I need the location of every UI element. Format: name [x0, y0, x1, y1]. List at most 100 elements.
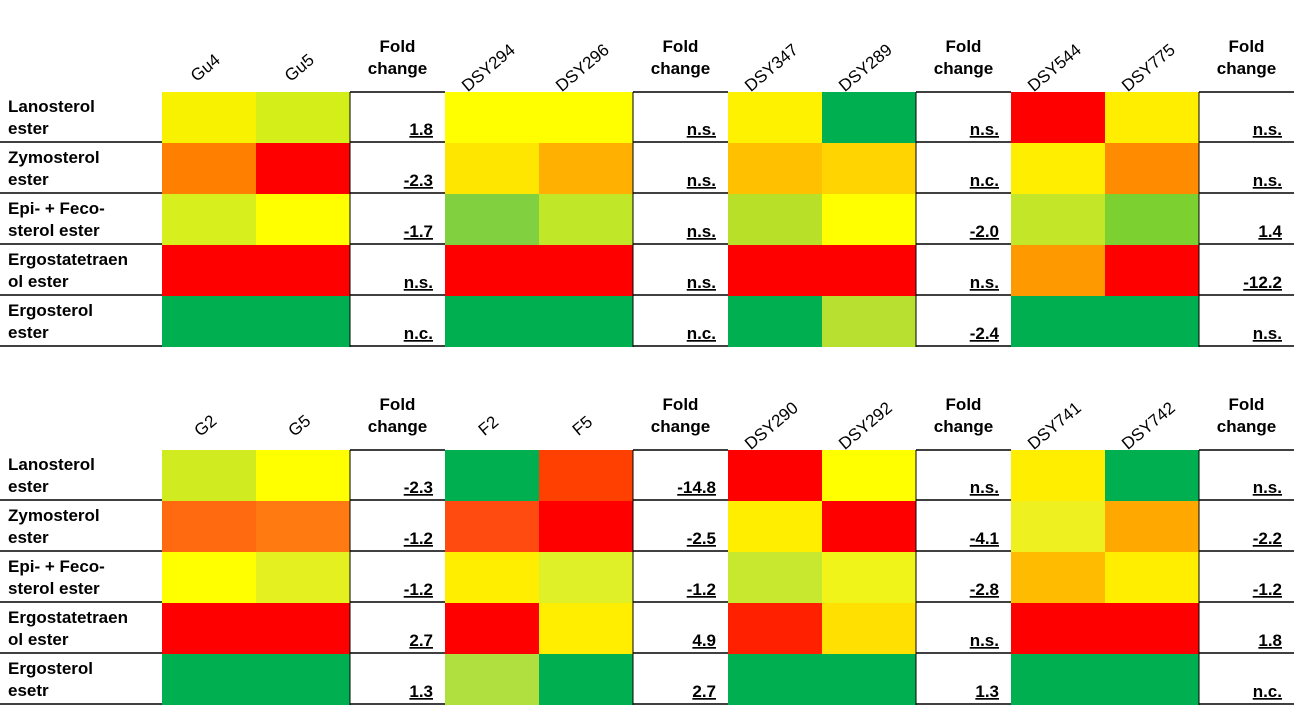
heat-cell: [539, 450, 633, 501]
fold-value: n.s.: [1253, 478, 1282, 497]
heat-cell: [256, 603, 350, 654]
row-label: ester: [8, 170, 49, 189]
fold-value: 2.7: [692, 682, 716, 701]
heat-cell: [1011, 245, 1105, 296]
strain-label: DSY294: [458, 40, 519, 95]
heat-cell: [1011, 92, 1105, 143]
fold-value: 4.9: [692, 631, 716, 650]
heat-cell: [1011, 143, 1105, 194]
strain-label: DSY741: [1024, 398, 1085, 453]
fold-header: Fold: [380, 395, 416, 414]
heat-cell: [445, 552, 539, 603]
heat-cell: [445, 143, 539, 194]
fold-header: Fold: [380, 37, 416, 56]
heat-cell: [256, 194, 350, 245]
row-label: Zymosterol: [8, 506, 100, 525]
heat-cell: [1105, 450, 1199, 501]
heat-cell: [256, 654, 350, 705]
strain-label: G5: [285, 411, 315, 440]
heat-cell: [256, 143, 350, 194]
strain-label: DSY296: [552, 40, 613, 95]
fold-value: n.s.: [687, 273, 716, 292]
fold-value: -2.5: [687, 529, 716, 548]
heat-cell: [822, 194, 916, 245]
strain-label: F2: [475, 412, 502, 439]
row-label: ol ester: [8, 630, 69, 649]
row-label: sterol ester: [8, 579, 100, 598]
heat-cell: [162, 194, 256, 245]
fold-header: Fold: [663, 37, 699, 56]
heat-cell: [822, 450, 916, 501]
heat-cell: [256, 501, 350, 552]
strain-label: DSY544: [1024, 40, 1085, 95]
heat-cell: [445, 296, 539, 347]
fold-value: -1.7: [404, 222, 433, 241]
fold-header: change: [934, 417, 994, 436]
heat-cell: [728, 296, 822, 347]
fold-value: n.s.: [1253, 324, 1282, 343]
heat-cell: [728, 501, 822, 552]
fold-value: n.s.: [970, 478, 999, 497]
fold-value: 1.3: [409, 682, 433, 701]
fold-header: Fold: [663, 395, 699, 414]
heat-cell: [539, 143, 633, 194]
heat-cell: [1105, 194, 1199, 245]
heat-cell: [1105, 603, 1199, 654]
heat-cell: [822, 654, 916, 705]
fold-value: -2.4: [970, 324, 1000, 343]
heat-cell: [728, 194, 822, 245]
fold-value: n.c.: [404, 324, 433, 343]
heat-cell: [539, 92, 633, 143]
row-label: Ergosterol: [8, 659, 93, 678]
strain-label: DSY775: [1118, 40, 1179, 95]
heat-cell: [1105, 143, 1199, 194]
heat-cell: [539, 296, 633, 347]
fold-value: -14.8: [677, 478, 716, 497]
fold-header: change: [368, 59, 428, 78]
fold-value: 1.8: [1258, 631, 1282, 650]
heat-cell: [728, 143, 822, 194]
strain-label: G2: [191, 411, 221, 440]
row-label: Lanosterol: [8, 97, 95, 116]
row-label: Ergosterol: [8, 301, 93, 320]
row-label: sterol ester: [8, 221, 100, 240]
fold-value: n.s.: [1253, 171, 1282, 190]
row-label: ester: [8, 477, 49, 496]
fold-value: n.c.: [1253, 682, 1282, 701]
heat-cell: [539, 603, 633, 654]
fold-value: n.s.: [404, 273, 433, 292]
heat-cell: [822, 552, 916, 603]
strain-label: DSY292: [835, 398, 896, 453]
row-label: Zymosterol: [8, 148, 100, 167]
heat-cell: [1105, 296, 1199, 347]
heat-cell: [256, 92, 350, 143]
row-label: ester: [8, 119, 49, 138]
heat-cell: [256, 296, 350, 347]
heat-cell: [445, 654, 539, 705]
heat-cell: [162, 450, 256, 501]
fold-value: 1.8: [409, 120, 433, 139]
fold-header: change: [1217, 417, 1277, 436]
heat-cell: [1011, 501, 1105, 552]
fold-value: n.s.: [687, 120, 716, 139]
row-label: Ergostatetraen: [8, 608, 128, 627]
heat-cell: [728, 245, 822, 296]
fold-value: n.s.: [1253, 120, 1282, 139]
fold-value: 1.4: [1258, 222, 1282, 241]
fold-value: n.s.: [970, 273, 999, 292]
heat-cell: [445, 603, 539, 654]
heat-cell: [1105, 552, 1199, 603]
fold-value: 2.7: [409, 631, 433, 650]
heat-cell: [539, 501, 633, 552]
heat-cell: [1011, 654, 1105, 705]
heat-cell: [822, 296, 916, 347]
fold-value: -12.2: [1243, 273, 1282, 292]
fold-value: n.c.: [970, 171, 999, 190]
fold-value: -2.3: [404, 478, 433, 497]
fold-value: -2.8: [970, 580, 999, 599]
fold-header: Fold: [1229, 395, 1265, 414]
fold-value: n.c.: [687, 324, 716, 343]
fold-header: change: [651, 59, 711, 78]
heat-cell: [822, 143, 916, 194]
